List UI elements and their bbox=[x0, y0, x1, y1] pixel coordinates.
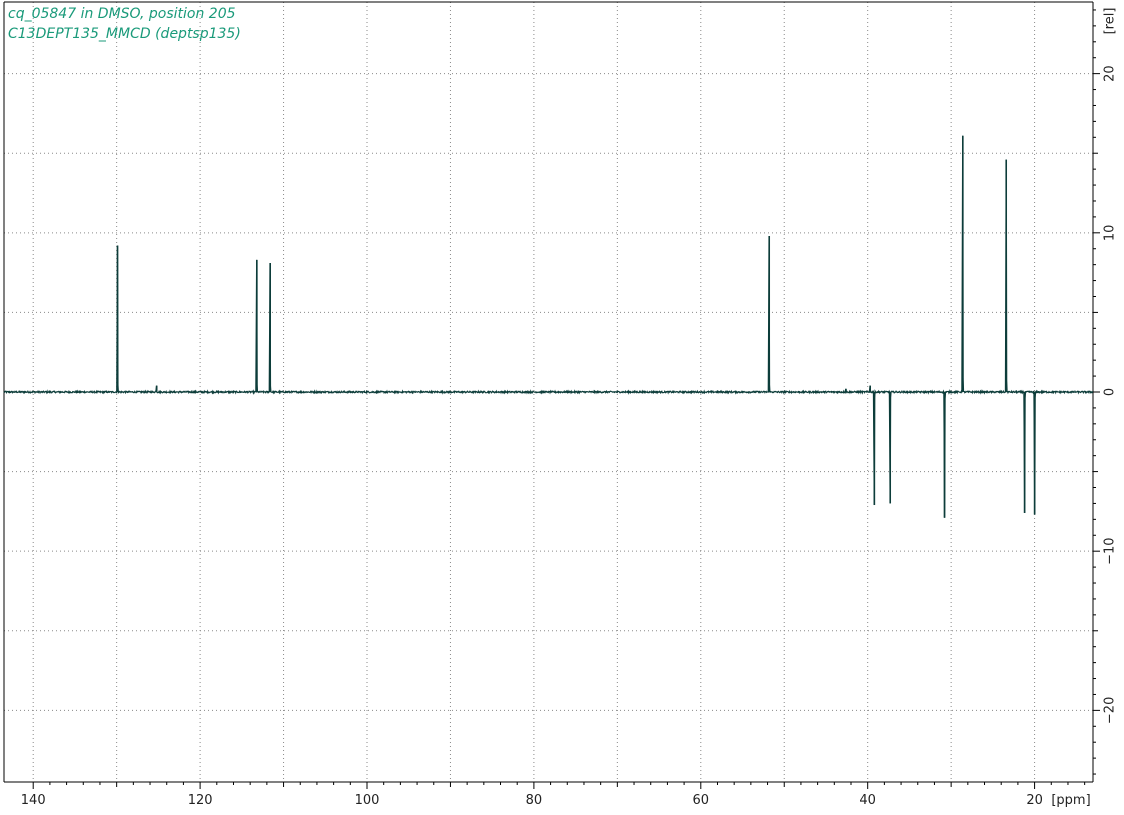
y-tick-label: 20 bbox=[1103, 65, 1118, 82]
x-tick-label: 80 bbox=[526, 793, 543, 808]
x-axis-label: [ppm] bbox=[1051, 793, 1090, 808]
y-axis-label: [rel] bbox=[1103, 8, 1118, 35]
x-tick-label: 140 bbox=[21, 793, 46, 808]
chart-title: cq_05847 in DMSO, position 205 bbox=[8, 6, 236, 22]
y-tick-label: −20 bbox=[1103, 697, 1118, 724]
y-tick-label: 0 bbox=[1103, 388, 1118, 396]
x-tick-label: 120 bbox=[188, 793, 213, 808]
chart-subtitle: C13DEPT135_MMCD (deptsp135) bbox=[8, 26, 241, 42]
x-tick-label: 40 bbox=[859, 793, 876, 808]
y-tick-label: 10 bbox=[1103, 225, 1118, 242]
x-tick-label: 20 bbox=[1026, 793, 1043, 808]
x-tick-label: 100 bbox=[355, 793, 380, 808]
spectrum-trace bbox=[3, 135, 1094, 518]
y-tick-label: −10 bbox=[1103, 537, 1118, 564]
x-tick-label: 60 bbox=[693, 793, 710, 808]
